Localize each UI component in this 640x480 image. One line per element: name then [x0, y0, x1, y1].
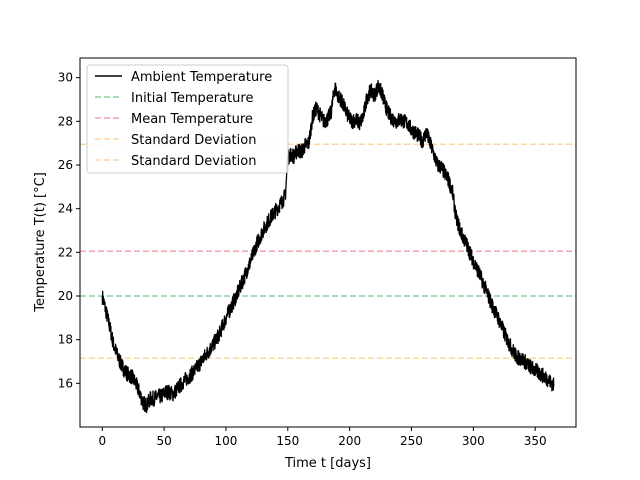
y-tick-label: 16	[58, 376, 73, 390]
y-tick-label: 28	[58, 114, 73, 128]
x-axis-label: Time t [days]	[284, 456, 371, 471]
legend: Ambient Temperature Initial Temperature Me…	[86, 64, 289, 174]
x-tick-label: 0	[98, 434, 106, 448]
y-tick-label: 18	[58, 333, 73, 347]
x-tick-label: 350	[524, 434, 547, 448]
legend-label-standard-deviation: Standard Deviation	[131, 154, 256, 169]
x-tick-label: 200	[338, 434, 361, 448]
x-tick-label: 150	[276, 434, 299, 448]
plot-area-frame	[79, 57, 577, 428]
series-layer	[101, 79, 555, 414]
legend-label-standard-deviation: Standard Deviation	[131, 133, 256, 148]
x-tick-label: 300	[462, 434, 485, 448]
series-line-ambient-temperature	[101, 79, 555, 414]
legend-label-ambient-temperature: Ambient Temperature	[131, 70, 272, 85]
x-tick-label: 100	[215, 434, 238, 448]
legend-label-mean-temperature: Mean Temperature	[131, 112, 253, 127]
y-tick-label: 24	[58, 202, 73, 216]
x-tick-label: 250	[400, 434, 423, 448]
legend-frame	[86, 64, 289, 174]
y-tick-label: 20	[58, 289, 73, 303]
y-axis-ticks: 16 18 20 22 24 26 28 30	[58, 71, 80, 390]
y-axis-label: Temperature T(t) [°C]	[33, 172, 48, 313]
y-tick-label: 26	[58, 158, 73, 172]
y-tick-label: 30	[58, 71, 73, 85]
y-tick-label: 22	[58, 245, 73, 259]
x-tick-label: 50	[156, 434, 171, 448]
legend-label-initial-temperature: Initial Temperature	[131, 91, 253, 106]
x-axis-ticks: 0 50 100 150 200 250 300 350	[98, 427, 547, 448]
